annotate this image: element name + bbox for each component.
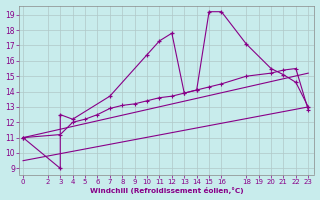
X-axis label: Windchill (Refroidissement éolien,°C): Windchill (Refroidissement éolien,°C) — [90, 187, 244, 194]
